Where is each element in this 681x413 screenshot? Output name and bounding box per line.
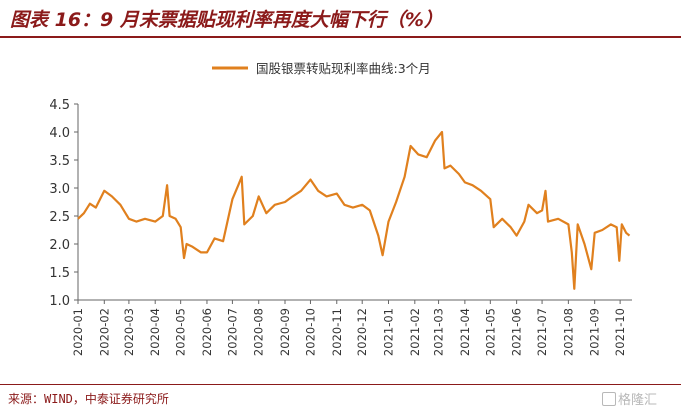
y-tick-label: 4.5 (49, 98, 70, 113)
x-tick-label: 2021-01 (382, 308, 396, 356)
chart-title: 图表 16：9 月末票据贴现利率再度大幅下行（%） (10, 9, 443, 31)
x-tick-label: 2020-11 (330, 308, 344, 356)
x-axis: 2020-01 2020-02 2020-03 2020-04 2020-05 2020-… (71, 299, 632, 356)
x-tick-label: 2021-05 (483, 308, 497, 356)
x-tick-label: 2020-05 (174, 308, 188, 356)
y-tick-label: 2.5 (49, 210, 70, 225)
x-tick-label: 2021-07 (535, 308, 549, 356)
watermark-logo-icon (602, 392, 616, 406)
x-tick-label: 2020-01 (71, 308, 85, 356)
x-tick-label: 2020-03 (122, 308, 136, 356)
x-tick-label: 2020-10 (303, 308, 317, 356)
x-tick-label: 2021-06 (510, 308, 524, 356)
x-tick-label: 2021-03 (432, 308, 446, 356)
x-tick-label: 2021-09 (588, 308, 602, 356)
y-tick-label: 1.0 (49, 294, 70, 309)
source-note: 来源：WIND，中泰证券研究所 (8, 392, 169, 406)
watermark: 格隆汇 (602, 389, 657, 408)
legend-label: 国股银票转贴现利率曲线:3个月 (256, 61, 431, 76)
series-line (77, 130, 631, 290)
x-tick-label: 2020-04 (148, 308, 162, 356)
x-tick-label: 2020-07 (225, 308, 239, 356)
x-tick-label: 2021-04 (458, 308, 472, 356)
x-tick-label: 2021-08 (561, 308, 575, 356)
y-tick-label: 1.5 (49, 266, 70, 281)
x-tick-label: 2020-08 (252, 308, 266, 356)
chart: 国股银票转贴现利率曲线:3个月 1.0 1.5 2.0 2.5 3.0 3.5 4.0 4.5… (49, 61, 632, 356)
watermark-text: 格隆汇 (618, 393, 658, 408)
title-rule (0, 36, 681, 38)
footer-rule (0, 384, 681, 385)
x-tick-label: 2021-10 (613, 308, 627, 356)
y-axis: 1.0 1.5 2.0 2.5 3.0 3.5 4.0 4.5 (49, 98, 79, 309)
x-tick-label: 2020-12 (355, 308, 369, 356)
legend: 国股银票转贴现利率曲线:3个月 (212, 61, 431, 76)
y-tick-label: 4.0 (49, 126, 70, 141)
y-tick-label: 2.0 (49, 238, 70, 253)
x-tick-label: 2021-02 (408, 308, 422, 356)
y-tick-label: 3.5 (49, 154, 70, 169)
x-tick-label: 2020-09 (278, 308, 292, 356)
x-tick-label: 2020-06 (200, 308, 214, 356)
x-tick-label: 2020-02 (97, 308, 111, 356)
y-tick-label: 3.0 (49, 182, 70, 197)
